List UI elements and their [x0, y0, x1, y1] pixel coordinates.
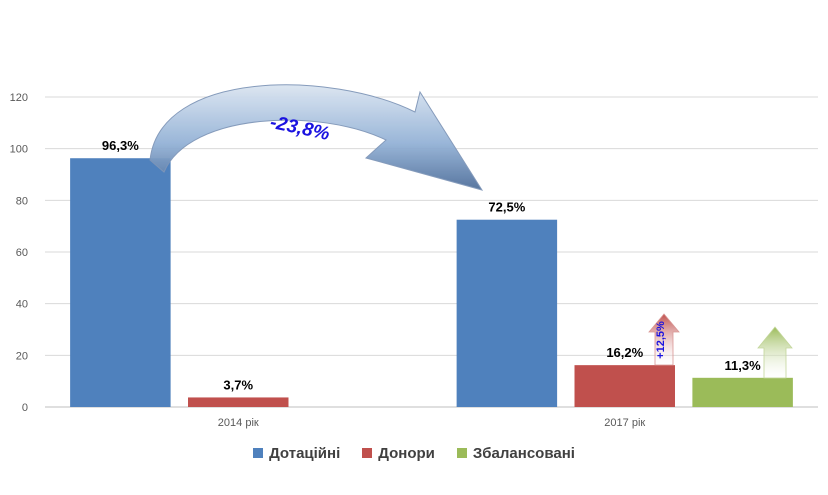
y-tick-label: 20	[16, 350, 28, 362]
data-label: 72,5%	[488, 200, 525, 215]
x-category-label: 2017 рік	[604, 417, 645, 429]
curved-decrease-arrow-icon	[149, 84, 484, 191]
bar	[692, 377, 793, 407]
legend-label: Збалансовані	[472, 444, 575, 462]
data-labels: 96,3% 3,7% 72,5% 16,2% 11,3%	[102, 138, 761, 392]
red-up-arrow-icon	[648, 313, 680, 366]
bar	[456, 219, 558, 407]
y-tick-label: 0	[22, 402, 28, 414]
y-tick-label: 80	[16, 195, 28, 207]
bar	[70, 158, 171, 407]
legend: Дотаційні Донори Збалансовані	[0, 442, 828, 464]
data-label: 3,7%	[223, 377, 253, 392]
bar	[574, 365, 675, 407]
legend-label: Донори	[378, 444, 435, 462]
legend-item-donors: Донори	[362, 445, 435, 462]
legend-swatch	[362, 448, 373, 458]
legend-label: Дотаційні	[269, 444, 341, 462]
y-tick-label: 60	[16, 247, 28, 259]
legend-swatch	[253, 448, 264, 458]
bar	[188, 397, 289, 407]
legend-swatch	[456, 448, 467, 458]
data-label: 11,3%	[725, 358, 762, 373]
bars	[70, 158, 793, 407]
legend-item-balanced: Збалансовані	[456, 444, 575, 462]
y-tick-label: 40	[16, 299, 28, 311]
legend-item-subsidized: Дотаційні	[253, 445, 340, 462]
green-up-arrow-icon	[757, 326, 793, 379]
y-tick-label: 100	[10, 144, 28, 156]
data-label: 96,3%	[102, 138, 139, 153]
y-tick-label: 120	[10, 92, 28, 104]
x-axis-category-labels: 2014 рік 2017 рік	[218, 417, 646, 429]
x-category-label: 2014 рік	[218, 417, 259, 429]
increase-annotation: +12,5%	[655, 321, 667, 359]
data-label: 16,2%	[606, 345, 643, 360]
y-axis-tick-labels: 0 20 40 60 80 100 120	[10, 92, 28, 414]
